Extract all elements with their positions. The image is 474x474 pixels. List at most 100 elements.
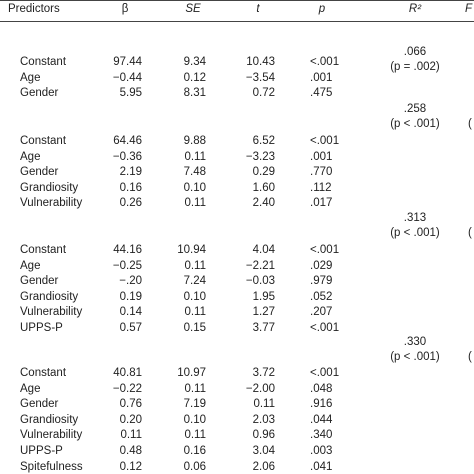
cell: 40.81 [113, 367, 142, 379]
cell: 9.34 [183, 56, 206, 68]
cell: 0.11 [184, 382, 206, 395]
r-squared-p: (p < .001) [390, 118, 440, 130]
cell: .770 [310, 166, 333, 179]
predictor: Vulnerability [20, 306, 83, 319]
f-value-cut: ( [468, 227, 472, 239]
cell: −2.00 [245, 382, 275, 395]
cell: −0.36 [112, 150, 142, 163]
r-squared: .330 [403, 336, 427, 348]
cell: 0.10 [183, 290, 206, 303]
column-header: F [465, 3, 473, 15]
cell: −2.21 [245, 259, 275, 272]
r-squared-p: (p < .001) [390, 351, 440, 363]
cell: 0.15 [183, 322, 206, 334]
cell: .001 [310, 71, 333, 84]
f-value-cut: ( [468, 118, 472, 130]
cell: 10.43 [246, 56, 275, 68]
f-value-cut: ( [468, 351, 472, 363]
cell: −3.23 [245, 150, 275, 163]
predictor: Constant [20, 367, 67, 379]
cell: 0.11 [253, 398, 275, 411]
cell: 44.16 [113, 244, 142, 256]
cell: −0.22 [112, 382, 142, 395]
predictor: Grandiosity [20, 181, 79, 194]
cell: 3.72 [252, 367, 275, 379]
predictor: UPPS-P [20, 322, 63, 334]
cell: 0.26 [119, 197, 142, 210]
cell: 0.11 [184, 259, 206, 272]
cell: −3.54 [245, 71, 275, 84]
predictor: UPPS-P [20, 445, 63, 457]
cell: 8.31 [183, 87, 206, 100]
column-header: p [318, 3, 326, 15]
cell: .003 [310, 445, 333, 457]
predictor: Age [20, 259, 41, 272]
predictor: Grandiosity [20, 413, 79, 426]
predictor: Age [20, 382, 41, 395]
cell: <.001 [310, 244, 340, 256]
predictor: Gender [20, 166, 59, 179]
cell: 64.46 [113, 135, 142, 147]
cell: <.001 [310, 322, 340, 334]
cell: 1.60 [252, 181, 275, 194]
column-header: Predictors [8, 3, 60, 15]
cell: 97.44 [113, 56, 142, 68]
cell: 0.72 [252, 87, 275, 100]
predictor: Gender [20, 398, 59, 411]
cell: 2.03 [252, 413, 275, 426]
predictor: Spitefulness [20, 460, 83, 473]
cell: .048 [310, 382, 333, 395]
column-header: R² [408, 3, 422, 15]
cell: .052 [310, 290, 333, 303]
column-header: t [256, 3, 260, 15]
cell: .017 [310, 197, 333, 210]
cell: 0.48 [119, 445, 142, 457]
predictor: Constant [20, 244, 67, 256]
cell: .207 [310, 306, 333, 319]
predictor: Grandiosity [20, 290, 79, 303]
cell: −0.25 [112, 259, 142, 272]
cell: <.001 [310, 56, 340, 68]
cell: 0.29 [252, 166, 275, 179]
cell: 0.06 [183, 460, 206, 473]
cell: 0.57 [119, 322, 142, 334]
cell: −0.44 [112, 71, 142, 84]
cell: 0.10 [183, 413, 206, 426]
column-header: β [121, 3, 129, 15]
cell: .041 [310, 460, 333, 473]
cell: 0.12 [183, 71, 206, 84]
cell: .340 [310, 429, 333, 442]
top-rule [0, 0, 474, 1]
cell: 0.11 [184, 197, 206, 210]
header-rule [0, 21, 474, 22]
cell: 7.19 [183, 398, 206, 411]
cell: 9.88 [183, 135, 206, 147]
r-squared-p: (p = .002) [390, 61, 440, 73]
predictor: Gender [20, 275, 59, 288]
cell: 7.48 [183, 166, 206, 179]
predictor: Vulnerability [20, 197, 83, 210]
r-squared: .258 [403, 103, 427, 115]
cell: 2.40 [252, 197, 275, 210]
cell: .029 [310, 259, 333, 272]
cell: 3.04 [252, 445, 275, 457]
cell: 0.19 [119, 290, 142, 303]
cell: 2.19 [119, 166, 142, 179]
cell: .112 [310, 181, 332, 194]
predictor: Age [20, 150, 41, 163]
cell: 1.27 [252, 306, 275, 319]
r-squared: .066 [403, 46, 427, 58]
cell: 0.12 [119, 460, 142, 473]
r-squared: .313 [403, 212, 427, 224]
cell: 0.11 [184, 150, 206, 163]
predictor: Constant [20, 135, 67, 147]
cell: 4.04 [252, 244, 275, 256]
cell: 0.11 [184, 429, 206, 442]
cell: .979 [310, 275, 333, 288]
cell: .001 [310, 150, 333, 163]
cell: 0.11 [184, 306, 206, 319]
cell: <.001 [310, 135, 340, 147]
cell: .916 [310, 398, 333, 411]
cell: 10.94 [177, 244, 206, 256]
